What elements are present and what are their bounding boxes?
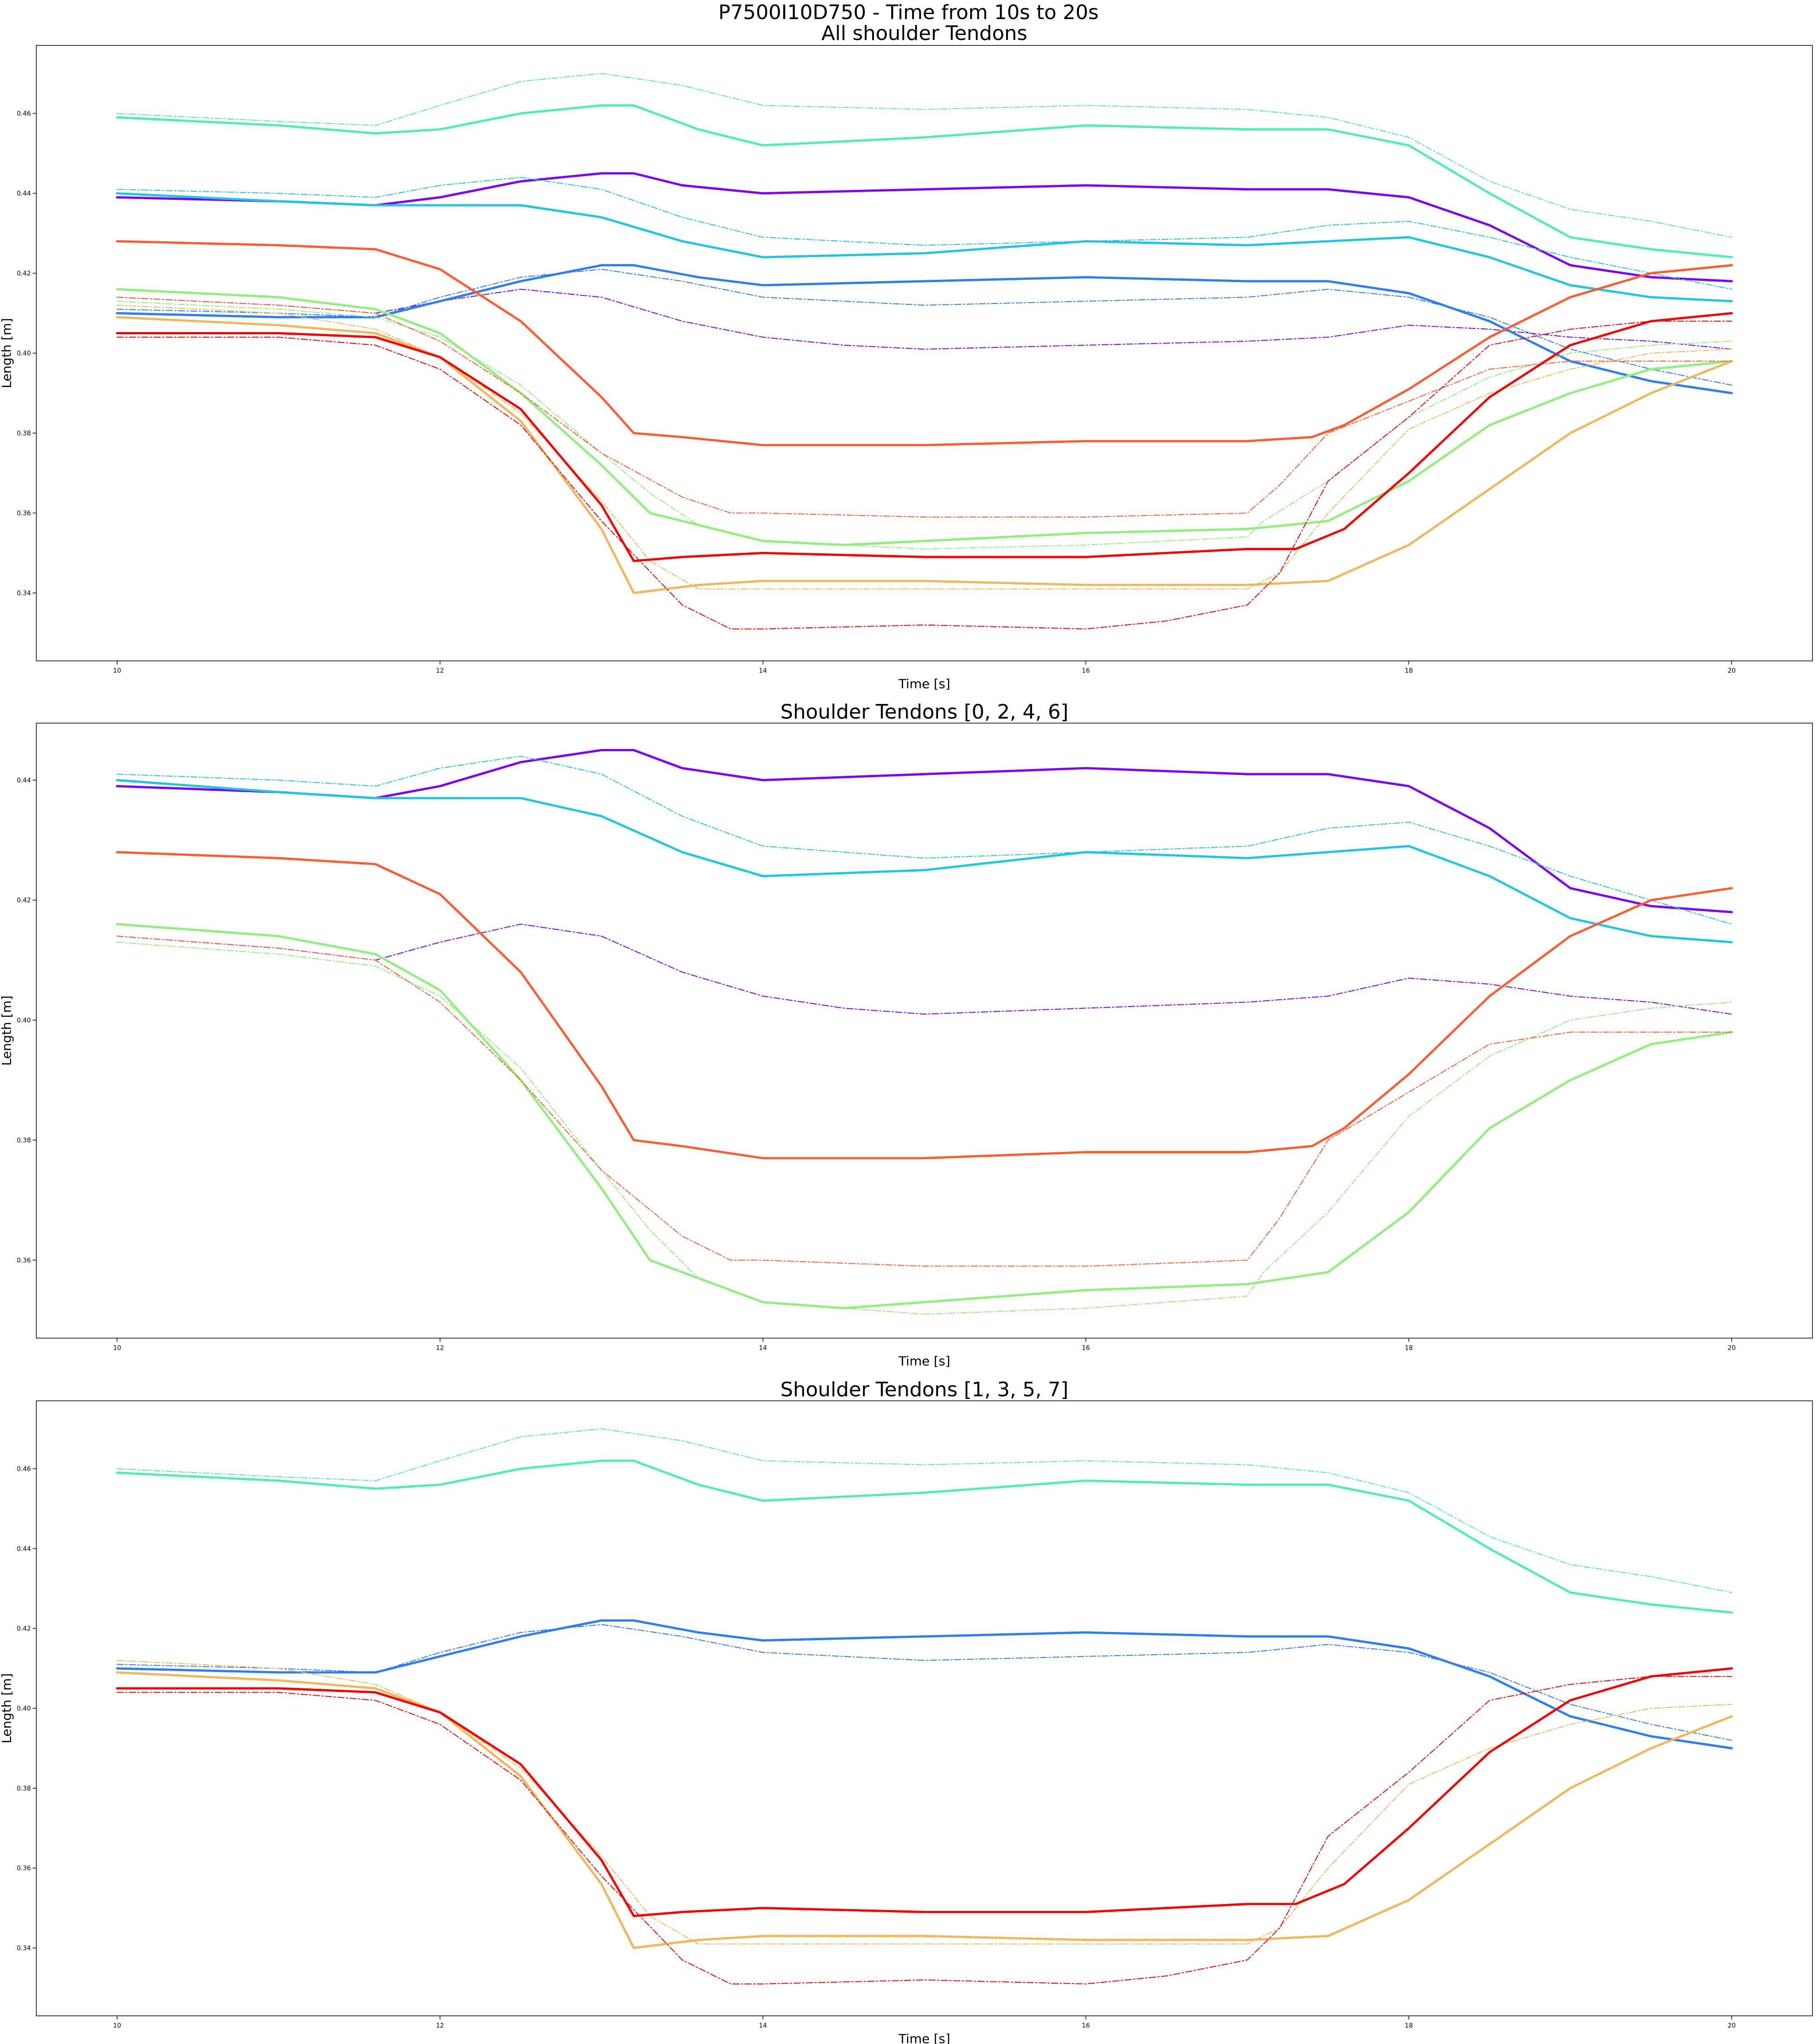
y-tick-label: 0.40: [17, 1705, 31, 1712]
series-line-5-solid: [116, 923, 1733, 1310]
series-line-6-dashdot: [116, 942, 1733, 1315]
x-tick-label: 16: [1082, 667, 1090, 675]
y-axis-label: Length [m]: [0, 318, 14, 388]
series-line-7-solid: [116, 851, 1733, 1160]
x-axis-label: Time [s]: [898, 1354, 950, 1369]
chart-panel-3: Shoulder Tendons [1, 3, 5, 7] 10 12 14 16 18 2…: [0, 1378, 1813, 2044]
chart-title: Shoulder Tendons [0, 2, 4, 6]: [780, 700, 1068, 724]
series-group: [116, 1428, 1733, 1984]
series-line-15-solid: [116, 312, 1733, 562]
y-tick-label: 0.46: [17, 1465, 31, 1473]
x-tick-label: 14: [759, 1344, 767, 1352]
series-group: [116, 749, 1733, 1315]
x-tick-label: 18: [1405, 2022, 1413, 2029]
series-line-9-solid: [116, 288, 1733, 546]
series-line-2-dashdot: [116, 923, 1733, 1015]
y-tick-label: 0.42: [17, 270, 31, 278]
series-line-4-dashdot: [116, 268, 1733, 386]
y-tick-label: 0.42: [17, 897, 31, 904]
series-line-1-solid: [116, 749, 1733, 913]
x-tick-label: 12: [436, 1344, 444, 1352]
x-tick-label: 16: [1082, 1344, 1090, 1352]
series-line-3-solid: [116, 264, 1733, 394]
x-tick-label: 18: [1405, 1344, 1413, 1352]
series-line-12-dashdot: [116, 304, 1733, 590]
x-axis-label: Time [s]: [898, 676, 950, 691]
x-tick-label: 16: [1082, 2022, 1090, 2029]
y-tick-label: 0.38: [17, 1785, 31, 1792]
series-line-3-solid: [116, 779, 1733, 943]
y-tick-label: 0.36: [17, 510, 31, 517]
x-tick-label: 10: [113, 667, 121, 675]
x-tick-label: 20: [1728, 667, 1736, 675]
y-tick-label: 0.40: [17, 1017, 31, 1024]
series-line-5-solid: [116, 1671, 1733, 1949]
y-tick-label: 0.40: [17, 350, 31, 357]
series-line-7-solid: [116, 1667, 1733, 1917]
y-tick-label: 0.36: [17, 1865, 31, 1872]
y-tick-label: 0.38: [17, 1137, 31, 1144]
x-tick-label: 12: [436, 2022, 444, 2029]
series-line-8-dashdot: [116, 935, 1733, 1267]
series-line-4-dashdot: [116, 1428, 1733, 1593]
y-tick-label: 0.38: [17, 430, 31, 437]
series-line-6-dashdot: [116, 1660, 1733, 1945]
series-line-11-solid: [116, 316, 1733, 594]
series-line-8-dashdot: [116, 1676, 1733, 1984]
series-line-10-dashdot: [116, 301, 1733, 550]
y-tick-label: 0.34: [17, 590, 31, 597]
chart-title: All shoulder Tendons: [821, 22, 1027, 45]
x-axis-label: Time [s]: [898, 2031, 950, 2044]
chart-panel-2: Shoulder Tendons [0, 2, 4, 6] 10 12 14 16 18 2…: [0, 700, 1813, 1369]
series-line-16-dashdot: [116, 321, 1733, 630]
series-line-2-dashdot: [116, 288, 1733, 350]
x-tick-label: 14: [759, 667, 767, 675]
y-axis-label: Length [m]: [0, 996, 14, 1066]
x-tick-label: 20: [1728, 2022, 1736, 2029]
y-tick-label: 0.34: [17, 1945, 31, 1952]
x-tick-label: 10: [113, 1344, 121, 1352]
series-line-2-dashdot: [116, 1624, 1733, 1741]
x-tick-label: 12: [436, 667, 444, 675]
x-tick-label: 10: [113, 2022, 121, 2029]
series-group: [116, 73, 1733, 630]
series-line-5-solid: [116, 192, 1733, 303]
y-tick-label: 0.44: [17, 777, 31, 784]
y-tick-label: 0.44: [17, 190, 31, 198]
axes-frame: [36, 723, 1813, 1339]
series-line-14-dashdot: [116, 297, 1733, 518]
x-tick-label: 14: [759, 2022, 767, 2029]
chart-title: Shoulder Tendons [1, 3, 5, 7]: [780, 1378, 1068, 1401]
figure-title: P7500I10D750 - Time from 10s to 20s: [718, 1, 1099, 24]
series-line-8-dashdot: [116, 73, 1733, 238]
series-line-6-dashdot: [116, 177, 1733, 290]
series-line-1-solid: [116, 172, 1733, 283]
y-tick-label: 0.36: [17, 1257, 31, 1264]
series-line-1-solid: [116, 1619, 1733, 1750]
y-tick-label: 0.46: [17, 110, 31, 118]
chart-panel-1: All shoulder Tendons 10 12 14 16 18 20 0.34 0.36…: [0, 22, 1813, 691]
series-line-13-solid: [116, 240, 1733, 447]
series-line-7-solid: [116, 104, 1733, 258]
x-tick-label: 20: [1728, 1344, 1736, 1352]
y-axis-label: Length [m]: [0, 1673, 14, 1744]
y-tick-label: 0.42: [17, 1625, 31, 1632]
x-tick-label: 18: [1405, 667, 1413, 675]
y-tick-label: 0.44: [17, 1545, 31, 1553]
series-line-4-dashdot: [116, 755, 1733, 925]
series-line-3-solid: [116, 1459, 1733, 1614]
